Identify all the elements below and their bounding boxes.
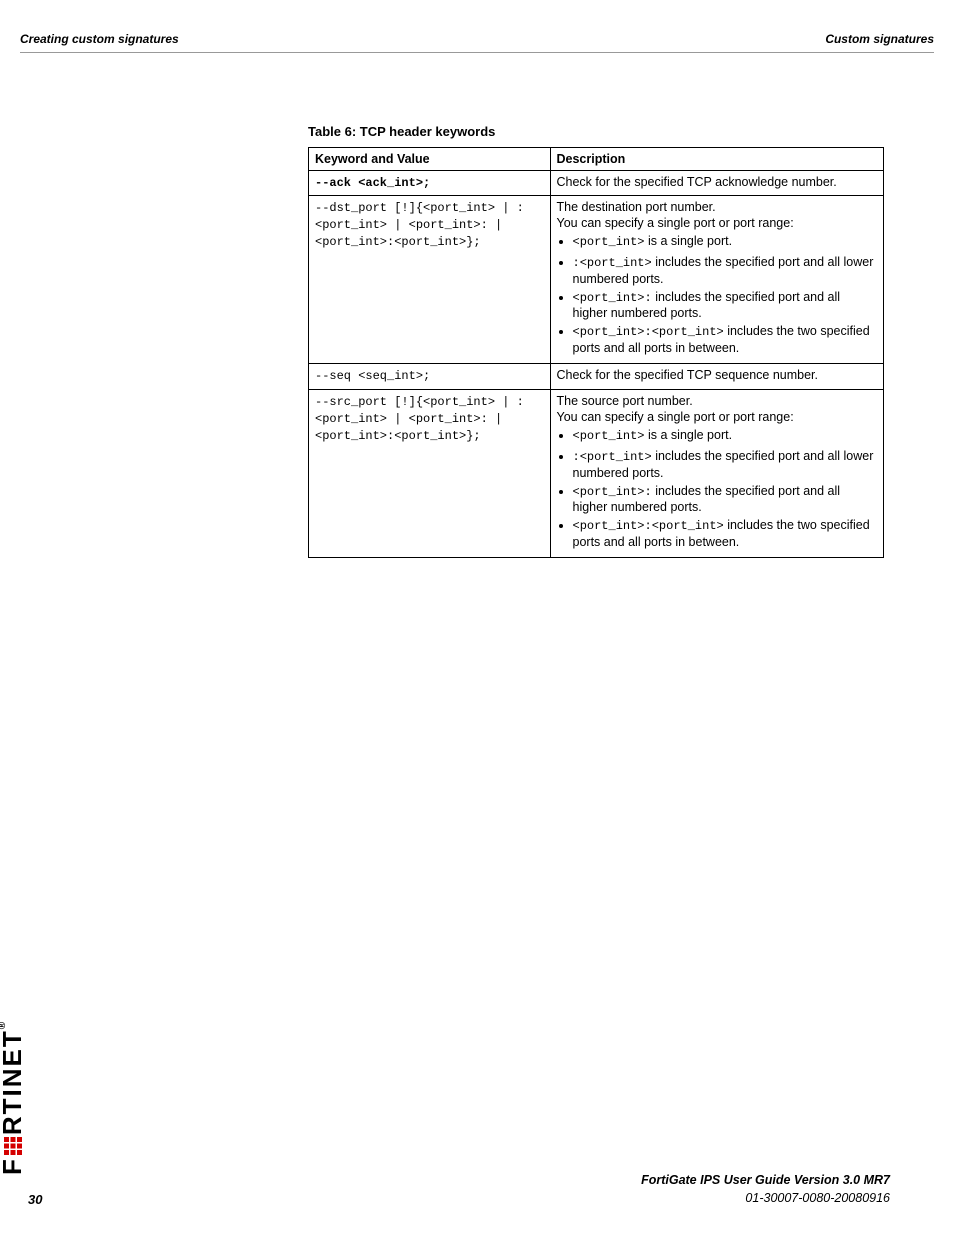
page: Creating custom signatures Custom signat…: [0, 0, 954, 1235]
tcp-keywords-table: Keyword and Value Description --ack <ack…: [308, 147, 884, 558]
description-line: The destination port number.: [557, 200, 878, 214]
description-bullet: <port_int>: includes the specified port …: [573, 484, 878, 515]
running-header: Creating custom signatures Custom signat…: [20, 32, 934, 53]
description-bullet: <port_int> is a single port.: [573, 428, 878, 445]
table-row: --dst_port [!]{<port_int> | :<port_int> …: [309, 196, 884, 364]
description-cell: The destination port number. You can spec…: [550, 196, 884, 364]
main-content: Table 6: TCP header keywords Keyword and…: [308, 124, 884, 558]
table-caption: Table 6: TCP header keywords: [308, 124, 884, 139]
description-bullet: <port_int>:<port_int> includes the two s…: [573, 324, 878, 355]
description-bullet: :<port_int> includes the specified port …: [573, 449, 878, 480]
description-line: Check for the specified TCP sequence num…: [557, 368, 878, 382]
keyword-text: --ack <ack_int>;: [315, 176, 430, 190]
description-cell: Check for the specified TCP sequence num…: [550, 364, 884, 390]
description-bullet-list: <port_int> is a single port. :<port_int> …: [557, 428, 878, 549]
keyword-text: --dst_port [!]{<port_int> | :<port_int> …: [315, 201, 524, 249]
footer-line1: FortiGate IPS User Guide Version 3.0 MR7: [641, 1173, 890, 1187]
description-cell: Check for the specified TCP acknowledge …: [550, 171, 884, 196]
description-line: The source port number.: [557, 394, 878, 408]
keyword-text: --src_port [!]{<port_int> | :<port_int> …: [315, 395, 524, 443]
bullet-text: is a single port.: [645, 428, 733, 442]
bullet-code: <port_int>: [573, 429, 645, 443]
description-bullet: <port_int>:<port_int> includes the two s…: [573, 518, 878, 549]
logo-text-post: RTINET: [0, 1029, 27, 1135]
page-footer: FortiGate IPS User Guide Version 3.0 MR7…: [20, 1172, 890, 1207]
bullet-code: <port_int>: [573, 235, 645, 249]
table-row: --ack <ack_int>; Check for the specified …: [309, 171, 884, 196]
keyword-cell: --ack <ack_int>;: [309, 171, 551, 196]
description-line: You can specify a single port or port ra…: [557, 216, 878, 230]
description-line: Check for the specified TCP acknowledge …: [557, 175, 878, 189]
footer-text: FortiGate IPS User Guide Version 3.0 MR7…: [20, 1172, 890, 1207]
bullet-code: :<port_int>: [573, 256, 652, 270]
bullet-code: :<port_int>: [573, 450, 652, 464]
th-description: Description: [550, 148, 884, 171]
bullet-code: <port_int>:: [573, 485, 652, 499]
table-row: --seq <seq_int>; Check for the specified …: [309, 364, 884, 390]
description-bullet: <port_int> is a single port.: [573, 234, 878, 251]
description-line: You can specify a single port or port ra…: [557, 410, 878, 424]
description-bullet: :<port_int> includes the specified port …: [573, 255, 878, 286]
keyword-cell: --src_port [!]{<port_int> | :<port_int> …: [309, 389, 551, 557]
header-right: Custom signatures: [825, 32, 934, 46]
bullet-code: <port_int>:<port_int>: [573, 519, 724, 533]
description-bullet: <port_int>: includes the specified port …: [573, 290, 878, 321]
footer-line2: 01-30007-0080-20080916: [745, 1191, 890, 1205]
bullet-code: <port_int>:: [573, 291, 652, 305]
keyword-text: --seq <seq_int>;: [315, 369, 430, 383]
description-cell: The source port number. You can specify a…: [550, 389, 884, 557]
logo-trademark: ®: [0, 1020, 8, 1029]
logo-o-icon: [0, 1136, 17, 1156]
bullet-code: <port_int>:<port_int>: [573, 325, 724, 339]
keyword-cell: --seq <seq_int>;: [309, 364, 551, 390]
fortinet-logo: FRTINET®: [0, 1020, 28, 1175]
th-keyword: Keyword and Value: [309, 148, 551, 171]
page-number: 30: [28, 1192, 42, 1207]
header-left: Creating custom signatures: [20, 32, 179, 46]
description-bullet-list: <port_int> is a single port. :<port_int> …: [557, 234, 878, 355]
keyword-cell: --dst_port [!]{<port_int> | :<port_int> …: [309, 196, 551, 364]
table-row: --src_port [!]{<port_int> | :<port_int> …: [309, 389, 884, 557]
bullet-text: is a single port.: [645, 234, 733, 248]
table-header-row: Keyword and Value Description: [309, 148, 884, 171]
